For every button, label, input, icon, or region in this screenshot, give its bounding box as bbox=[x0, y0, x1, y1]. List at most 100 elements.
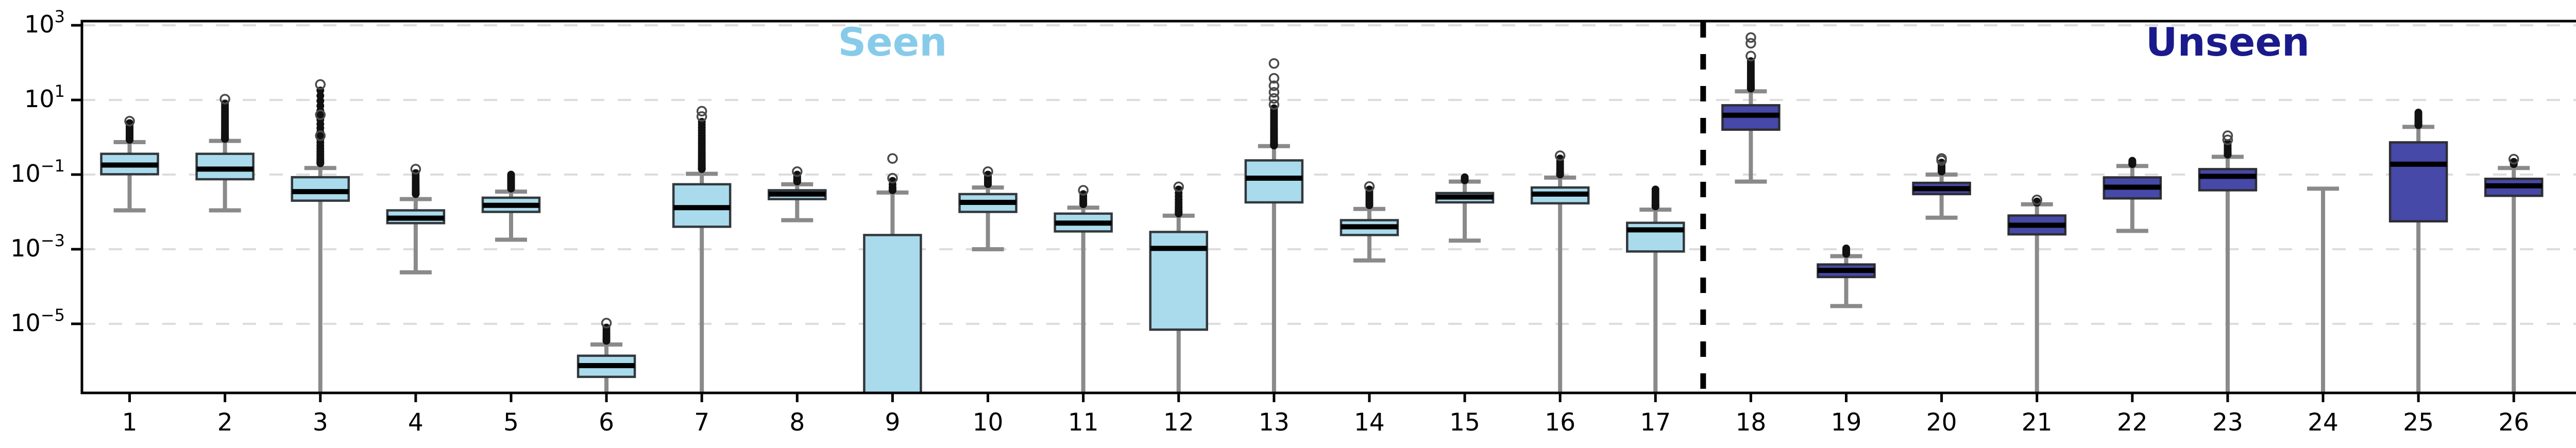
outlier-open-circle bbox=[887, 153, 898, 164]
outlier-open-circle bbox=[315, 109, 326, 120]
x-tick-label: 19 bbox=[1831, 408, 1862, 437]
box-5 bbox=[481, 170, 541, 242]
outlier-open-circle bbox=[1745, 32, 1756, 43]
x-tick-label: 15 bbox=[1449, 408, 1480, 437]
x-tick-label: 8 bbox=[789, 408, 805, 437]
x-tick-label: 24 bbox=[2308, 408, 2338, 437]
y-tick-label: 103 bbox=[24, 7, 65, 38]
outlier-open-circle bbox=[2031, 194, 2042, 205]
x-tick-label: 16 bbox=[1545, 408, 1575, 437]
outlier-open-circle bbox=[982, 166, 993, 177]
outlier-open-circle bbox=[124, 116, 135, 127]
iqr-box bbox=[1244, 159, 1304, 204]
outlier-dot bbox=[1651, 185, 1659, 194]
outlier-open-circle bbox=[1554, 150, 1566, 161]
x-tick-label: 25 bbox=[2403, 408, 2434, 437]
box-22 bbox=[2103, 157, 2162, 233]
unseen-group-title: Unseen bbox=[2145, 19, 2310, 65]
box-24 bbox=[2307, 186, 2340, 392]
outlier-dot bbox=[2128, 157, 2137, 165]
box-11 bbox=[1054, 185, 1113, 392]
outlier-open-circle bbox=[315, 130, 326, 141]
box-9 bbox=[863, 153, 922, 394]
outlier-open-circle bbox=[2222, 130, 2233, 141]
iqr-box bbox=[2388, 141, 2448, 222]
outlier-open-circle bbox=[887, 173, 898, 184]
outlier-open-circle bbox=[1078, 185, 1089, 196]
y-tick-label: 10−5 bbox=[10, 305, 65, 337]
outlier-open-circle bbox=[1936, 153, 1947, 164]
x-tick-label: 2 bbox=[217, 408, 233, 437]
outlier-dot bbox=[507, 170, 515, 179]
outlier-dot bbox=[1842, 244, 1850, 252]
box-16 bbox=[1530, 150, 1590, 392]
outlier-open-circle bbox=[219, 94, 230, 105]
box-1 bbox=[100, 116, 159, 213]
box-12 bbox=[1149, 181, 1208, 392]
outlier-dot bbox=[2224, 139, 2232, 147]
outlier-open-circle bbox=[2508, 153, 2519, 165]
x-tick-label: 6 bbox=[599, 408, 614, 437]
x-tick-label: 23 bbox=[2212, 408, 2243, 437]
outlier-open-circle bbox=[315, 79, 326, 90]
iqr-box bbox=[195, 152, 255, 181]
outlier-open-circle bbox=[792, 166, 803, 177]
outlier-open-circle bbox=[1364, 181, 1375, 192]
box-8 bbox=[768, 166, 827, 222]
box-4 bbox=[386, 164, 446, 274]
iqr-box bbox=[1626, 221, 1685, 253]
x-tick-label: 10 bbox=[973, 408, 1004, 437]
box-13 bbox=[1244, 58, 1304, 392]
y-tick-label: 101 bbox=[24, 81, 65, 113]
x-tick-label: 18 bbox=[1735, 408, 1766, 437]
outlier-open-circle bbox=[1268, 58, 1280, 69]
x-tick-label: 20 bbox=[1926, 408, 1957, 437]
outlier-open-circle bbox=[1268, 73, 1280, 84]
x-tick-label: 11 bbox=[1068, 408, 1099, 437]
box-26 bbox=[2484, 153, 2544, 392]
outlier-open-circle bbox=[1745, 38, 1756, 49]
outlier-open-circle bbox=[696, 106, 707, 117]
box-18 bbox=[1721, 32, 1781, 184]
box-20 bbox=[1912, 153, 1971, 220]
y-tick-label: 10−3 bbox=[10, 231, 65, 262]
outlier-open-circle bbox=[1268, 93, 1280, 104]
y-tick-label: 10−1 bbox=[10, 156, 65, 187]
x-tick-label: 17 bbox=[1640, 408, 1671, 437]
seen-group-title: Seen bbox=[838, 19, 947, 65]
box-14 bbox=[1340, 181, 1399, 263]
outlier-open-circle bbox=[601, 318, 612, 329]
outlier-open-circle bbox=[2222, 134, 2233, 145]
x-tick-label: 12 bbox=[1163, 408, 1194, 437]
x-tick-label: 1 bbox=[122, 408, 138, 437]
x-tick-label: 3 bbox=[313, 408, 328, 437]
box-3 bbox=[291, 79, 350, 392]
plot-frame bbox=[80, 20, 2576, 394]
box-10 bbox=[958, 166, 1018, 251]
outlier-open-circle bbox=[1268, 87, 1280, 98]
outlier-dot bbox=[2414, 109, 2422, 117]
outlier-dot bbox=[316, 92, 325, 100]
iqr-box bbox=[863, 234, 922, 394]
outlier-open-circle bbox=[1268, 99, 1280, 110]
x-tick-label: 22 bbox=[2117, 408, 2148, 437]
box-7 bbox=[672, 106, 732, 392]
x-tick-label: 26 bbox=[2498, 408, 2529, 437]
x-tick-label: 5 bbox=[503, 408, 519, 437]
outlier-open-circle bbox=[410, 164, 421, 175]
box-15 bbox=[1435, 173, 1495, 243]
box-23 bbox=[2198, 130, 2258, 392]
x-tick-label: 9 bbox=[885, 408, 900, 437]
outlier-open-circle bbox=[1745, 50, 1756, 62]
x-tick-label: 13 bbox=[1259, 408, 1290, 437]
outlier-dot bbox=[1461, 173, 1469, 181]
outlier-open-circle bbox=[1268, 80, 1280, 91]
box-6 bbox=[577, 318, 636, 392]
outlier-open-circle bbox=[696, 111, 707, 122]
box-25 bbox=[2388, 109, 2448, 392]
box-2 bbox=[195, 94, 255, 213]
iqr-box bbox=[2198, 168, 2258, 192]
x-tick-label: 7 bbox=[694, 408, 709, 437]
